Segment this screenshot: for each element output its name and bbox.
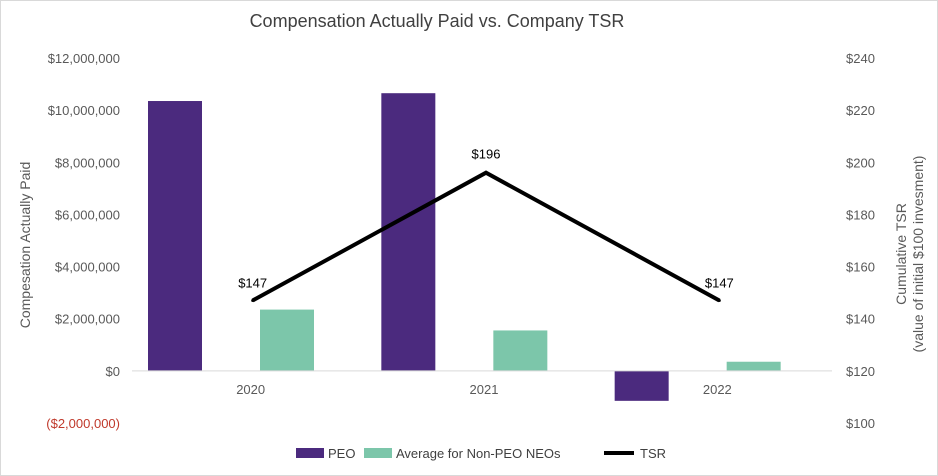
right-tick-label: $200 bbox=[846, 155, 875, 170]
right-tick-label: $160 bbox=[846, 260, 875, 275]
right-tick-label: $240 bbox=[846, 51, 875, 66]
tsr-point bbox=[484, 171, 488, 175]
left-tick-label: $6,000,000 bbox=[55, 207, 120, 222]
tsr-point bbox=[251, 298, 255, 302]
right-axis-ticks: $240 $220 $200 $180 $160 $140 $120 $100 bbox=[846, 51, 875, 431]
right-tick-label: $180 bbox=[846, 207, 875, 222]
legend-label: PEO bbox=[328, 446, 355, 461]
right-tick-label: $120 bbox=[846, 364, 875, 379]
bars bbox=[148, 93, 781, 401]
tsr-data-label: $196 bbox=[472, 147, 501, 162]
left-tick-label: $12,000,000 bbox=[48, 51, 120, 66]
left-tick-label: ($2,000,000) bbox=[46, 416, 120, 431]
legend-label: Average for Non-PEO NEOs bbox=[396, 446, 561, 461]
bar-peo-2021 bbox=[381, 93, 436, 371]
left-axis-ticks: $12,000,000 $10,000,000 $8,000,000 $6,000,0… bbox=[46, 51, 120, 431]
legend-label: TSR bbox=[640, 446, 666, 461]
left-tick-label: $10,000,000 bbox=[48, 103, 120, 118]
tsr-line bbox=[251, 170, 721, 303]
category-label: 2022 bbox=[703, 382, 732, 397]
tsr-data-label: $147 bbox=[705, 275, 734, 290]
right-tick-label: $220 bbox=[846, 103, 875, 118]
legend-swatch-peo bbox=[296, 448, 324, 458]
legend-swatch-average-for-non-peo-neos bbox=[364, 448, 392, 458]
category-labels: 2020 2021 2022 bbox=[236, 382, 732, 397]
bar-peo-2020 bbox=[148, 101, 202, 371]
bar-average-for-non-peo-neos-2022 bbox=[726, 361, 781, 371]
left-tick-label: $0 bbox=[106, 364, 120, 379]
bar-average-for-non-peo-neos-2021 bbox=[493, 330, 548, 371]
tsr-line-group: $147 $196 $147 bbox=[238, 147, 734, 303]
left-axis-label: Compesation Actually Paid bbox=[17, 162, 33, 329]
tsr-point bbox=[717, 298, 721, 302]
right-tick-label: $140 bbox=[846, 312, 875, 327]
category-label: 2020 bbox=[236, 382, 265, 397]
bar-peo-2022 bbox=[614, 370, 669, 401]
right-tick-label: $100 bbox=[846, 416, 875, 431]
right-axis-label-line2: (value of initial $100 invesment) bbox=[910, 156, 926, 353]
tsr-data-label: $147 bbox=[238, 275, 267, 290]
right-axis-label-line1: Cumulative TSR bbox=[893, 203, 909, 305]
bar-average-for-non-peo-neos-2020 bbox=[260, 309, 314, 371]
left-tick-label: $4,000,000 bbox=[55, 260, 120, 275]
chart-title: Compensation Actually Paid vs. Company T… bbox=[250, 11, 625, 31]
left-tick-label: $8,000,000 bbox=[55, 155, 120, 170]
category-label: 2021 bbox=[470, 382, 499, 397]
legend: PEO Average for Non-PEO NEOs TSR bbox=[296, 446, 666, 461]
left-tick-label: $2,000,000 bbox=[55, 312, 120, 327]
